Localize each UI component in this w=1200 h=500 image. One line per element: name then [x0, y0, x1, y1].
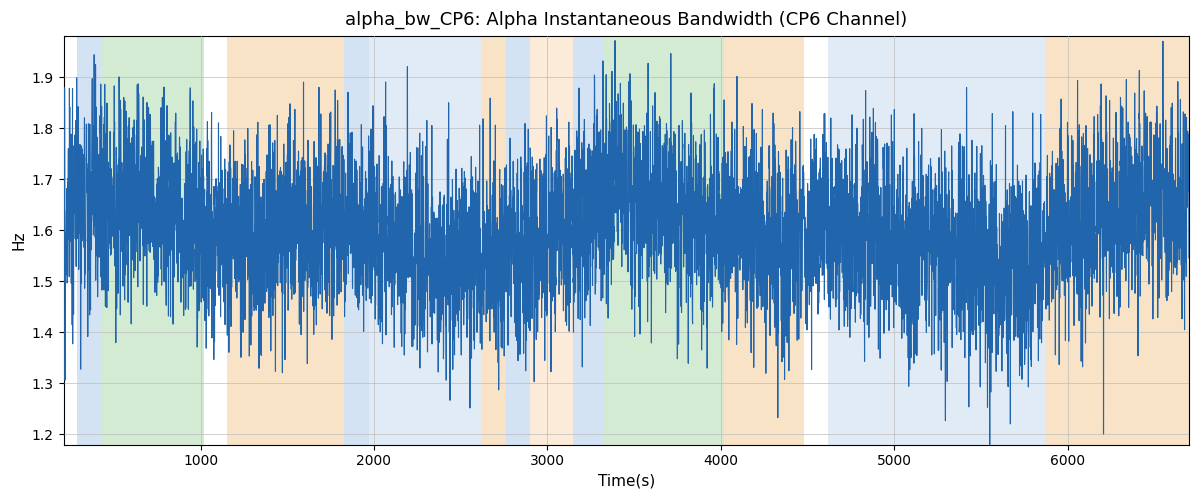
- Bar: [828, 36, 1045, 445]
- Bar: [368, 36, 481, 445]
- Bar: [481, 36, 505, 445]
- Bar: [1073, 36, 1189, 445]
- Bar: [602, 36, 724, 445]
- Bar: [344, 36, 368, 445]
- Bar: [1045, 36, 1073, 445]
- Y-axis label: Hz: Hz: [11, 230, 26, 250]
- Bar: [227, 36, 344, 445]
- Bar: [530, 36, 574, 445]
- X-axis label: Time(s): Time(s): [598, 474, 655, 489]
- Bar: [77, 36, 102, 445]
- Title: alpha_bw_CP6: Alpha Instantaneous Bandwidth (CP6 Channel): alpha_bw_CP6: Alpha Instantaneous Bandwi…: [346, 11, 907, 30]
- Bar: [574, 36, 602, 445]
- Bar: [102, 36, 204, 445]
- Bar: [505, 36, 530, 445]
- Bar: [738, 36, 804, 445]
- Bar: [724, 36, 738, 445]
